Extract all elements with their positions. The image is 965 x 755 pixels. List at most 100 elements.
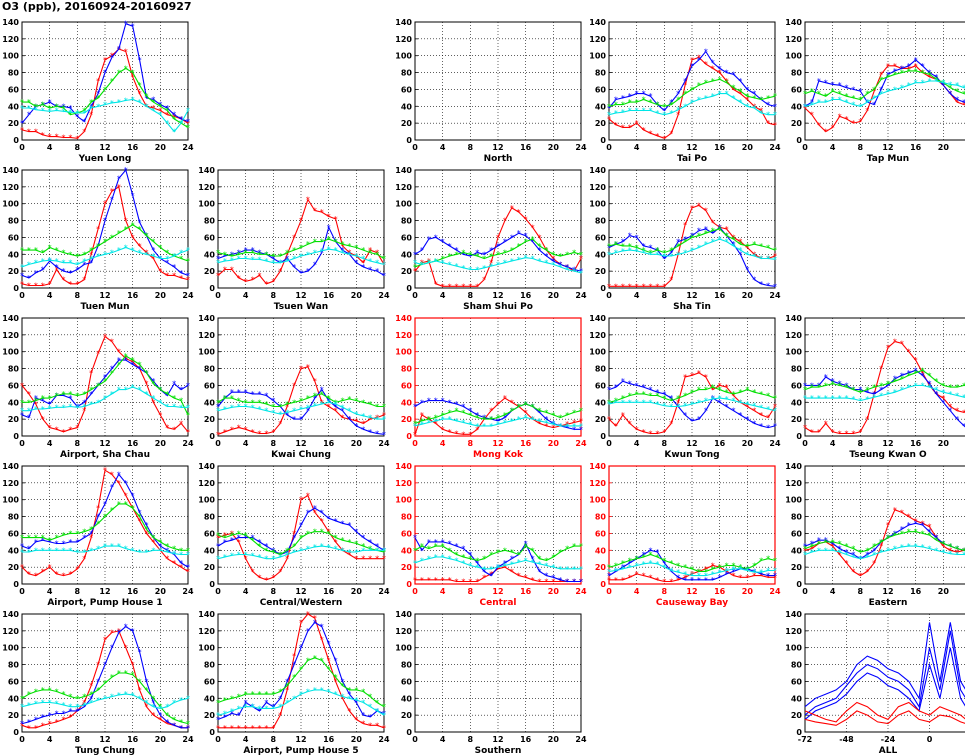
data-point-green: * — [223, 250, 227, 259]
y-tick-label: 0 — [13, 284, 19, 293]
data-point-red: * — [103, 56, 107, 65]
data-point-red: * — [258, 724, 262, 733]
x-tick-label: 0 — [19, 439, 25, 448]
data-point-cyan: * — [732, 242, 736, 251]
data-point-cyan: * — [55, 699, 59, 708]
data-point-red: * — [110, 470, 114, 479]
y-tick-label: 140 — [589, 18, 606, 27]
x-tick-label: 24 — [182, 291, 194, 300]
data-point-red: * — [306, 492, 310, 501]
data-point-green: * — [683, 238, 687, 247]
data-point-cyan: * — [299, 252, 303, 261]
y-tick-label: 20 — [204, 415, 216, 424]
data-point-red: * — [62, 572, 66, 581]
data-point-cyan: * — [934, 386, 938, 395]
data-point-green: * — [893, 70, 897, 79]
data-point-green: * — [614, 397, 618, 406]
data-point-blue: * — [697, 415, 701, 424]
data-point-green: * — [759, 242, 763, 251]
series-line-cyan — [608, 238, 776, 260]
data-point-green: * — [858, 548, 862, 557]
y-tick-label: 100 — [2, 52, 19, 61]
x-tick-label: 24 — [378, 735, 390, 744]
data-point-red: * — [82, 699, 86, 708]
data-point-blue: * — [172, 721, 176, 730]
data-point-blue: * — [292, 661, 296, 670]
series-line-blue — [21, 22, 189, 124]
data-point-red: * — [223, 265, 227, 274]
data-point-cyan: * — [96, 545, 100, 554]
data-point-cyan: * — [565, 422, 569, 431]
data-point-cyan: * — [858, 102, 862, 111]
x-tick-label: 12 — [492, 291, 503, 300]
data-point-red: * — [341, 694, 345, 703]
y-tick-label: 20 — [401, 711, 413, 720]
data-point-cyan: * — [82, 257, 86, 266]
series-line-cyan — [217, 545, 384, 560]
data-point-green: * — [82, 107, 86, 116]
data-point-blue: * — [928, 380, 932, 389]
data-point-blue: * — [607, 104, 611, 113]
data-point-cyan: * — [271, 555, 275, 564]
y-tick-label: 80 — [8, 513, 20, 522]
data-point-red: * — [48, 280, 52, 289]
data-point-cyan: * — [745, 400, 749, 409]
data-point-cyan: * — [565, 265, 569, 274]
data-point-blue: * — [831, 377, 835, 386]
data-point-cyan: * — [649, 559, 653, 568]
data-point-red: * — [642, 126, 646, 135]
data-point-cyan: * — [237, 704, 241, 713]
data-point-cyan: * — [934, 77, 938, 86]
data-point-green: * — [662, 394, 666, 403]
data-point-blue: * — [879, 386, 883, 395]
data-point-blue: * — [704, 225, 708, 234]
data-point-green: * — [27, 98, 31, 107]
data-point-green: * — [711, 77, 715, 86]
data-point-red: * — [223, 531, 227, 540]
data-point-cyan: * — [230, 403, 234, 412]
data-point-green: * — [341, 536, 345, 545]
y-tick-label: 60 — [401, 529, 413, 538]
data-point-blue: * — [524, 232, 528, 241]
y-tick-label: 0 — [406, 432, 412, 441]
data-point-green: * — [264, 250, 268, 259]
x-tick-label: 8 — [468, 291, 474, 300]
data-point-green: * — [921, 69, 925, 78]
data-point-green: * — [103, 679, 107, 688]
data-point-red: * — [517, 572, 521, 581]
data-point-cyan: * — [676, 250, 680, 259]
data-point-red: * — [320, 398, 324, 407]
data-point-green: * — [766, 244, 770, 253]
data-point-cyan: * — [278, 553, 282, 562]
data-point-blue: * — [824, 373, 828, 382]
data-point-red: * — [368, 721, 372, 730]
data-point-green: * — [258, 398, 262, 407]
data-point-red: * — [810, 428, 814, 437]
data-point-green: * — [475, 413, 479, 422]
data-point-blue: * — [271, 397, 275, 406]
series-line-cyan — [608, 562, 775, 577]
data-point-green: * — [635, 98, 639, 107]
data-point-red: * — [649, 573, 653, 582]
data-point-green: * — [138, 81, 142, 90]
data-point-blue: * — [158, 711, 162, 720]
x-tick-label: 24 — [182, 735, 194, 744]
data-point-red: * — [158, 107, 162, 116]
data-point-red: * — [55, 133, 59, 142]
data-point-cyan: * — [955, 81, 959, 90]
data-point-blue: * — [669, 98, 673, 107]
data-point-red: * — [838, 112, 842, 121]
x-tick-label: 20 — [351, 587, 363, 596]
data-point-green: * — [711, 565, 715, 574]
series-line-red — [21, 630, 188, 729]
data-point-cyan: * — [96, 252, 100, 261]
data-point-red: * — [738, 90, 742, 99]
data-point-red: * — [628, 573, 632, 582]
data-point-green: * — [179, 546, 183, 555]
data-point-green: * — [649, 249, 653, 258]
data-point-blue: * — [683, 77, 687, 86]
data-point-cyan: * — [41, 546, 45, 555]
data-point-cyan: * — [752, 104, 756, 113]
data-point-red: * — [759, 572, 763, 581]
